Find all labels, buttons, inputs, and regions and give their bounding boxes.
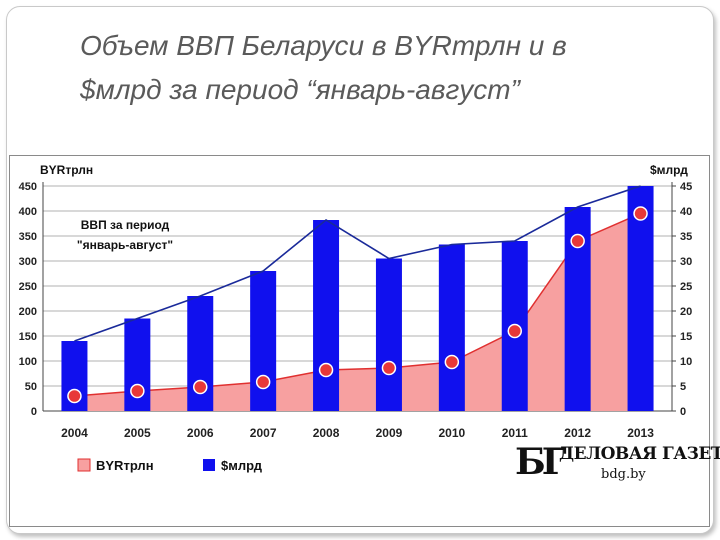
legend-label-byr: BYRтрлн [96, 458, 154, 473]
right-tick-label: 45 [680, 181, 692, 193]
byr-marker [130, 383, 145, 399]
left-axis-label: BYRтрлн [40, 163, 93, 177]
x-tick-label: 2010 [438, 426, 465, 440]
usd-bar [627, 186, 654, 411]
right-tick-label: 25 [680, 281, 692, 293]
x-tick-label: 2006 [187, 426, 214, 440]
chart-annotation-line-1: ВВП за период [81, 218, 170, 232]
left-tick-label: 350 [19, 231, 37, 243]
left-tick-label: 0 [31, 406, 37, 418]
legend-swatch-byr [77, 458, 91, 472]
title-line-1: Объем ВВП Беларуси в BYRтрлн и в [80, 30, 567, 61]
usd-bar [438, 244, 465, 411]
left-tick-label: 250 [19, 281, 37, 293]
right-axis-label: $млрд [650, 163, 688, 177]
right-tick-label: 5 [680, 381, 686, 393]
right-tick-label: 20 [680, 306, 692, 318]
logo-name: ДЕЛОВАЯ ГАЗЕТА [559, 444, 720, 464]
right-tick-label: 40 [680, 206, 692, 218]
byr-marker [381, 360, 397, 376]
byr-area [74, 213, 641, 411]
byr-marker [67, 388, 82, 404]
right-tick-label: 15 [680, 331, 692, 343]
legend-swatch-usd [203, 459, 215, 471]
x-tick-label: 2013 [627, 426, 654, 440]
byr-marker [193, 379, 208, 395]
left-tick-label: 450 [19, 181, 37, 193]
x-tick-label: 2005 [124, 426, 151, 440]
logo-url: bdg.by [601, 467, 646, 482]
slide-title: Объем ВВП Беларуси в BYRтрлн и в $млрд з… [80, 24, 680, 112]
left-tick-label: 200 [19, 306, 37, 318]
usd-bar [375, 258, 402, 411]
byr-area-line [74, 212, 641, 397]
usd-line [74, 185, 641, 342]
byr-marker [570, 233, 585, 249]
x-tick-label: 2011 [502, 426, 528, 440]
usd-bar [313, 220, 340, 411]
byr-marker [633, 206, 648, 221]
byr-marker [444, 354, 460, 370]
right-tick-label: 30 [680, 256, 692, 268]
x-tick-label: 2004 [61, 426, 88, 440]
left-tick-label: 150 [19, 331, 37, 343]
legend-label-usd: $млрд [221, 458, 263, 473]
right-tick-label: 35 [680, 231, 692, 243]
right-tick-label: 0 [680, 406, 686, 418]
left-tick-label: 50 [25, 381, 37, 393]
left-tick-label: 400 [19, 206, 37, 218]
chart-annotation-line-2: "январь-август" [77, 238, 173, 252]
x-tick-label: 2008 [313, 426, 340, 440]
x-tick-label: 2007 [250, 426, 277, 440]
right-tick-label: 10 [680, 356, 692, 368]
left-tick-label: 300 [19, 256, 37, 268]
title-line-2: $млрд за период “январь-август” [80, 74, 520, 105]
byr-marker [255, 374, 271, 390]
x-tick-label: 2009 [376, 426, 403, 440]
byr-marker [318, 362, 334, 378]
logo-mark: БГ [515, 441, 567, 483]
newspaper-logo: БГ ДЕЛОВАЯ ГАЗЕТА bdg.by [515, 440, 720, 490]
byr-marker [507, 323, 522, 339]
left-tick-label: 100 [19, 356, 37, 368]
usd-bar [250, 271, 277, 411]
x-tick-label: 2012 [564, 426, 591, 440]
